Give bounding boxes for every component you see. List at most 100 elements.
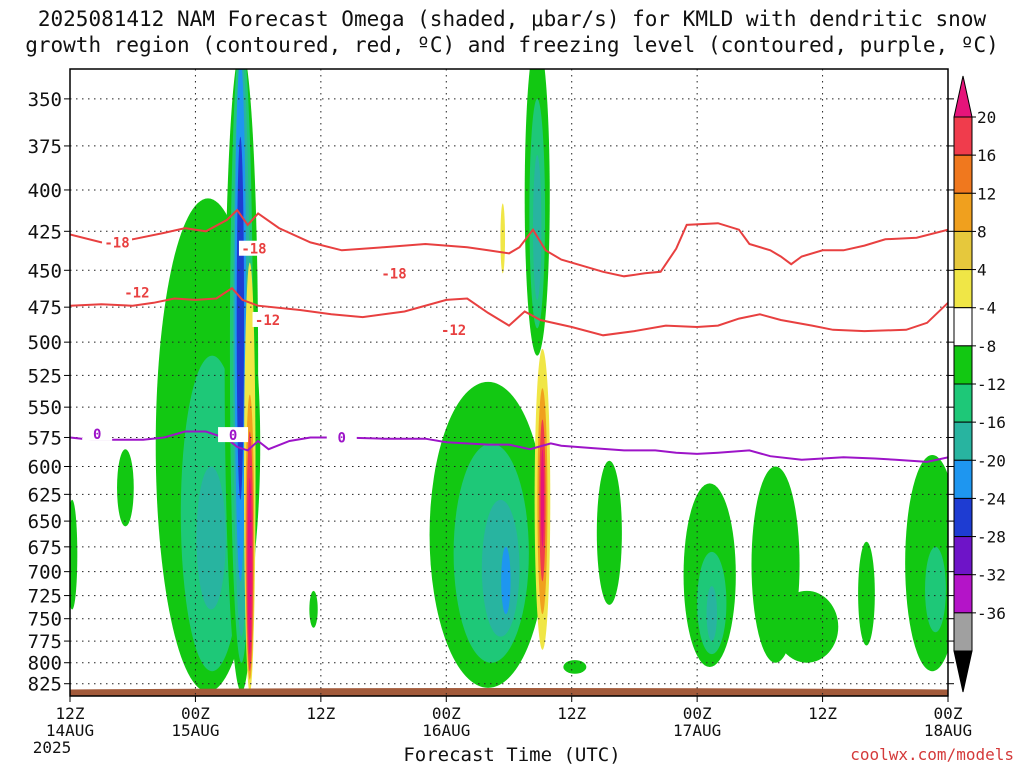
contour-label-0-2: -18 xyxy=(381,266,406,282)
contour-label-bg-2-0 xyxy=(82,425,113,441)
gridlines xyxy=(70,69,948,696)
y-tick-label-550: 550 xyxy=(28,397,62,419)
colorbar-band-0 xyxy=(953,116,973,156)
omega-region-22 xyxy=(500,203,506,274)
colorbar-band-9 xyxy=(953,459,973,499)
x-tick-label-0-0: 12Z xyxy=(56,704,85,723)
omega-region-34 xyxy=(858,541,875,646)
contour-label-bg-2-1 xyxy=(218,427,249,443)
x-tick-label-24-0: 12Z xyxy=(306,704,335,723)
x-axis-label: Forecast Time (UTC) xyxy=(403,744,621,766)
y-tick-label-400: 400 xyxy=(28,180,62,202)
y-tick-label-375: 375 xyxy=(28,136,62,158)
colorbar-label-5: -4 xyxy=(977,299,996,318)
contour-label-bg-0-0 xyxy=(102,234,133,250)
chart-title-line-1: 2025081412 NAM Forecast Omega (shaded, μ… xyxy=(37,7,987,31)
x-tick-label-0-1: 14AUG xyxy=(46,721,94,740)
y-tick-label-475: 475 xyxy=(28,297,62,319)
x-tick-label-36-0: 00Z xyxy=(432,704,461,723)
colorbar-label-7: -12 xyxy=(977,375,1006,394)
y-tick-label-500: 500 xyxy=(28,332,62,354)
colorbar-label-6: -8 xyxy=(977,337,996,356)
colorbar: 20 16 12 8 4 -4 -8 -12 -16 -20 -24 -28 -32 -36 xyxy=(953,75,1006,693)
y-tick-label-675: 675 xyxy=(28,537,62,559)
omega-region-13 xyxy=(70,499,78,610)
contour-line-0 xyxy=(70,208,948,278)
contour-label-bg-0-1 xyxy=(238,240,269,256)
contour-label-1-0: -12 xyxy=(124,286,149,302)
omega-region-12 xyxy=(117,449,134,527)
y-tick-label-625: 625 xyxy=(28,484,62,506)
colorbar-band-5 xyxy=(953,307,973,347)
colorbar-band-4 xyxy=(953,269,973,309)
omega-region-33 xyxy=(775,590,839,663)
colorbar-label-9: -20 xyxy=(977,451,1006,470)
colorbar-label-8: -16 xyxy=(977,413,1006,432)
chart-title-line-2: growth region (contoured, red, ºC) and f… xyxy=(25,33,999,57)
x-tick-label-72-0: 12Z xyxy=(808,704,837,723)
contour-label-bg-1-2 xyxy=(438,321,469,337)
contour-label-1-2: -12 xyxy=(441,323,466,339)
y-tick-label-750: 750 xyxy=(28,609,62,631)
x-tick-label-48-0: 12Z xyxy=(557,704,586,723)
y-tick-label-450: 450 xyxy=(28,260,62,282)
x-tick-label-0-2: 2025 xyxy=(33,738,72,757)
colorbar-bottom-arrow xyxy=(953,650,973,693)
colorbar-label-4: 4 xyxy=(977,261,987,280)
plot-frame xyxy=(69,68,949,697)
omega-region-31 xyxy=(706,586,718,642)
colorbar-band-2 xyxy=(953,192,973,232)
colorbar-band-1 xyxy=(953,154,973,194)
contour-label-2-0: 0 xyxy=(93,427,101,443)
omega-region-11 xyxy=(247,477,252,655)
colorbar-label-13: -36 xyxy=(977,604,1006,623)
colorbar-top-arrow xyxy=(953,75,973,118)
colorbar-label-0: 20 xyxy=(977,108,996,127)
x-tick-label-84-1: 18AUG xyxy=(924,721,972,740)
colorbar-band-11 xyxy=(953,536,973,576)
y-tick-label-575: 575 xyxy=(28,427,62,449)
x-tick-label-36-1: 16AUG xyxy=(422,721,470,740)
colorbar-label-3: 8 xyxy=(977,222,987,241)
chart-title: 2025081412 NAM Forecast Omega (shaded, μ… xyxy=(0,6,1024,58)
omega-region-21 xyxy=(533,154,542,300)
x-tick-label-84-0: 00Z xyxy=(934,704,963,723)
contour-line-1 xyxy=(70,286,948,337)
contour-line-2 xyxy=(70,430,948,463)
colorbar-label-10: -24 xyxy=(977,489,1006,508)
colorbar-label-1: 16 xyxy=(977,146,996,165)
colorbar-label-11: -28 xyxy=(977,528,1006,547)
contour-label-2-1: 0 xyxy=(229,428,237,444)
omega-region-18 xyxy=(501,546,511,615)
contour-label-1-1: -12 xyxy=(255,313,280,329)
contour-2: 0 0 0 xyxy=(70,425,948,463)
y-tick-label-700: 700 xyxy=(28,562,62,584)
colorbar-label-12: -32 xyxy=(977,566,1006,585)
ground-strip xyxy=(70,687,948,696)
y-tick-label-600: 600 xyxy=(28,457,62,479)
colorbar-band-13 xyxy=(953,612,973,652)
contour-label-0-1: -18 xyxy=(241,242,266,258)
contour-label-2-2: 0 xyxy=(338,430,346,446)
x-tick-label-60-0: 00Z xyxy=(683,704,712,723)
x-tick-label-12-1: 15AUG xyxy=(171,721,219,740)
colorbar-band-7 xyxy=(953,383,973,423)
omega-region-36 xyxy=(925,546,946,633)
contour-label-bg-1-0 xyxy=(121,284,152,300)
credit-link[interactable]: coolwx.com/models xyxy=(850,745,1014,764)
y-axis: 350 375 400 425 450 475 500 525 550 575 600 625 650 6… xyxy=(28,89,954,696)
contour-0: -18 -18 -18 xyxy=(70,208,948,282)
contour-1: -12 -12 -12 xyxy=(70,284,948,339)
y-tick-label-825: 825 xyxy=(28,674,62,696)
contour-label-0-0: -18 xyxy=(104,235,129,251)
x-tick-label-60-1: 17AUG xyxy=(673,721,721,740)
colorbar-band-12 xyxy=(953,574,973,614)
contour-label-bg-0-2 xyxy=(379,265,410,281)
contour-label-bg-2-2 xyxy=(326,429,357,445)
y-tick-label-425: 425 xyxy=(28,221,62,243)
omega-region-26 xyxy=(540,449,545,547)
y-tick-label-775: 775 xyxy=(28,631,62,653)
omega-region-2 xyxy=(196,466,226,610)
